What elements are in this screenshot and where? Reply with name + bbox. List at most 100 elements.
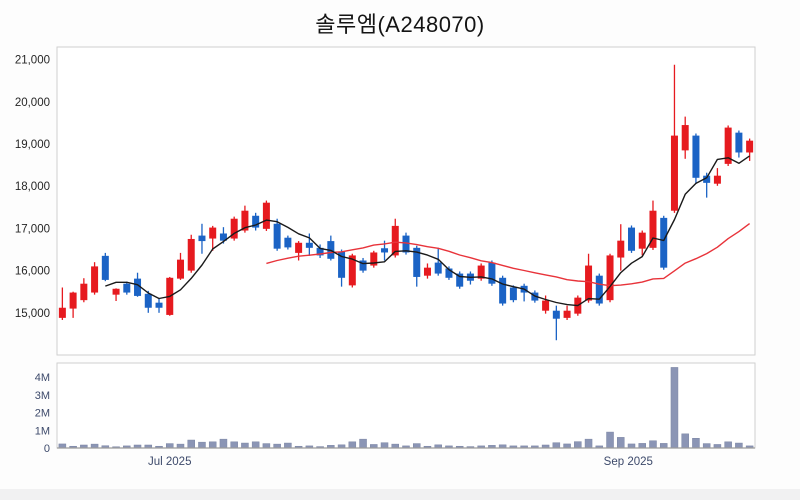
volume-bar <box>380 442 389 449</box>
candlestick <box>670 135 678 211</box>
candlestick <box>681 125 689 151</box>
volume-bar <box>208 441 217 449</box>
candlestick <box>176 259 184 279</box>
candlestick <box>542 300 550 311</box>
volume-bar <box>659 443 668 449</box>
volume-bar <box>198 441 206 449</box>
volume-panel <box>56 362 756 449</box>
price-axis-label: 17,000 <box>15 223 50 235</box>
candlestick <box>155 302 163 308</box>
candlestick <box>58 307 66 318</box>
price-axis-label: 16,000 <box>15 266 50 278</box>
candlestick <box>273 223 281 249</box>
volume-bar <box>58 443 67 449</box>
ma-long-line <box>266 223 751 287</box>
volume-bar <box>735 442 743 449</box>
volume-bar <box>348 441 357 449</box>
candlestick <box>735 132 743 153</box>
volume-axis-label: 4M <box>35 372 50 384</box>
volume-bar <box>219 438 228 449</box>
volume-axis-label: 0 <box>44 443 50 455</box>
volume-bar <box>649 440 657 449</box>
candlestick <box>713 175 721 184</box>
candlestick <box>477 265 485 279</box>
volume-bar <box>251 441 260 449</box>
price-axis-label: 15,000 <box>15 308 50 320</box>
candlestick <box>595 275 603 304</box>
volume-bar <box>681 433 689 449</box>
volume-bar <box>606 431 614 449</box>
candlestick <box>628 227 636 251</box>
ma-short-line <box>105 155 750 307</box>
volume-bar <box>359 438 367 449</box>
volume-bar <box>638 443 646 449</box>
candlestick <box>348 255 356 286</box>
footer-strip <box>0 489 800 500</box>
volume-bar <box>552 442 561 449</box>
chart-title: 솔루엠(A248070) <box>315 12 485 37</box>
candlestick <box>703 175 711 183</box>
candlestick <box>219 233 227 241</box>
volume-bar <box>166 443 174 449</box>
volume-bar <box>412 443 421 449</box>
volume-bar <box>702 443 711 449</box>
candlestick <box>359 260 367 271</box>
candlestick <box>241 210 249 231</box>
candlestick <box>413 247 421 277</box>
candlestick <box>434 262 442 274</box>
candlestick <box>252 215 260 228</box>
volume-bar <box>563 443 571 449</box>
candlestick <box>80 283 88 301</box>
candlestick <box>305 242 313 248</box>
date-axis-label: Sep 2025 <box>604 456 653 468</box>
candlestick <box>649 210 657 248</box>
volume-bar <box>670 367 679 449</box>
candlestick <box>724 127 732 164</box>
candlestick <box>563 310 571 318</box>
volume-bar <box>574 441 582 449</box>
candlestick <box>144 293 152 308</box>
candlestick <box>692 135 700 178</box>
volume-bar <box>284 442 292 449</box>
volume-bar <box>187 439 195 449</box>
candlestick <box>187 238 195 271</box>
volume-axis-label: 2M <box>35 408 50 420</box>
candlestick <box>134 278 142 296</box>
candlestick <box>91 266 99 293</box>
candlestick <box>660 217 668 268</box>
price-axis-label: 18,000 <box>15 181 50 193</box>
candlestick <box>69 292 77 309</box>
candlestick <box>746 140 754 153</box>
price-axis-label: 20,000 <box>15 97 50 109</box>
candlestick <box>638 232 646 249</box>
candlestick <box>370 252 378 266</box>
candlestick <box>284 237 292 248</box>
candlestick <box>112 288 120 295</box>
price-panel <box>56 46 756 356</box>
candlestick <box>509 287 517 301</box>
candlestick <box>198 235 206 242</box>
candlestick <box>402 235 410 253</box>
candlestick <box>230 218 238 239</box>
candlestick <box>391 225 399 256</box>
candlestick <box>423 267 431 276</box>
volume-bar <box>724 441 732 449</box>
volume-bar <box>262 443 271 449</box>
candlestick <box>606 255 614 301</box>
volume-bar <box>584 438 593 449</box>
candlestick <box>295 242 303 253</box>
candlestick <box>101 255 109 280</box>
candlestick <box>209 227 217 239</box>
candlestick <box>552 310 560 319</box>
volume-axis-label: 1M <box>35 425 50 437</box>
volume-bar <box>627 443 636 449</box>
price-axis-label: 21,000 <box>15 55 50 67</box>
candlestick <box>445 268 453 278</box>
candlestick <box>123 283 131 293</box>
candlestick <box>499 277 507 304</box>
candlestick <box>316 247 324 256</box>
volume-bar <box>230 441 238 449</box>
volume-axis-label: 3M <box>35 390 50 402</box>
